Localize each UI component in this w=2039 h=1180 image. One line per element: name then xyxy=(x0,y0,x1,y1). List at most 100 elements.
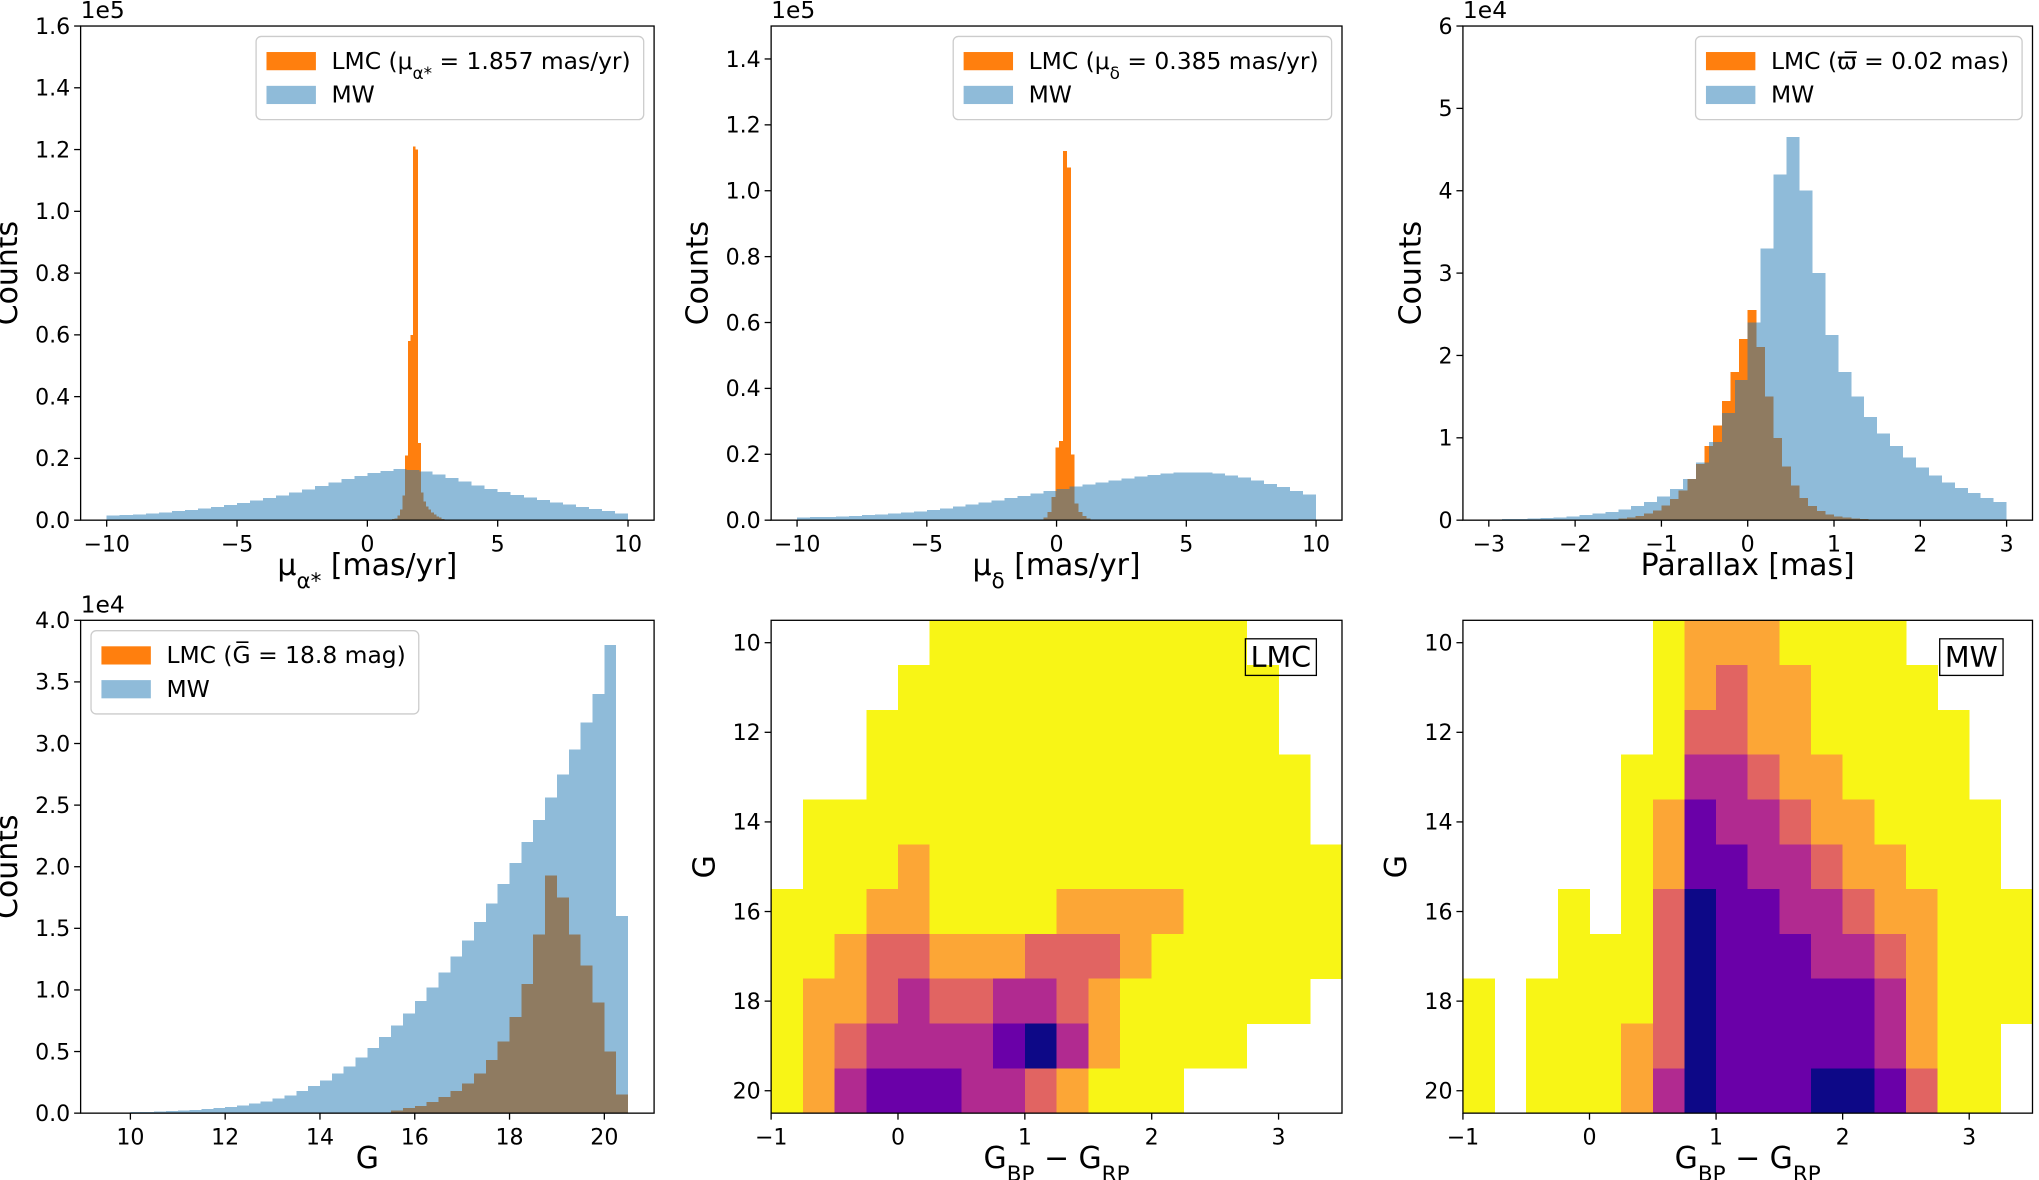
density-cell xyxy=(1526,755,1558,800)
bar xyxy=(1108,480,1122,521)
density-cell xyxy=(1905,665,1938,711)
bar xyxy=(380,470,394,521)
density-cell xyxy=(802,933,835,980)
density-cell xyxy=(1088,754,1121,800)
y-tick-label: 0.2 xyxy=(35,446,70,472)
density-cell xyxy=(1310,889,1342,935)
density-cell xyxy=(1969,889,2002,935)
density-cell xyxy=(1716,709,1749,756)
bar xyxy=(355,1057,368,1114)
bar xyxy=(1812,273,1826,521)
bar xyxy=(341,479,355,521)
bar xyxy=(250,500,264,521)
bar xyxy=(835,516,849,521)
density-cell xyxy=(1056,978,1089,1024)
density-cell xyxy=(961,844,994,890)
bar xyxy=(171,511,185,521)
bar xyxy=(1186,472,1200,521)
density-cell xyxy=(1462,978,1495,1024)
y-tick-label: 16 xyxy=(1424,899,1452,925)
density-cell xyxy=(897,889,931,935)
density-cell xyxy=(1462,1068,1495,1114)
density-cell xyxy=(1874,933,1907,980)
x-tick-label: −10 xyxy=(774,531,821,557)
y-tick-label: 0.6 xyxy=(35,323,70,349)
plot-area xyxy=(106,644,629,1114)
density-cell xyxy=(1526,1068,1559,1114)
density-cell xyxy=(1558,755,1590,800)
bar xyxy=(614,513,629,521)
bar xyxy=(604,644,617,1114)
x-axis-label: GBP − GRP xyxy=(1675,1141,1821,1180)
bar xyxy=(913,511,927,521)
density-cell xyxy=(1024,620,1057,666)
bar xyxy=(263,498,277,521)
density-cell xyxy=(1621,844,1654,890)
density-cell xyxy=(897,799,931,845)
x-tick-label: 2 xyxy=(1145,1124,1159,1150)
density-cell xyxy=(1024,799,1057,845)
density-cell xyxy=(1526,844,1558,889)
density-cell xyxy=(866,1023,899,1069)
density-cell xyxy=(1183,799,1216,845)
density-cell xyxy=(1183,665,1216,711)
x-tick-label: 2 xyxy=(1836,1124,1850,1150)
y-tick-label: 1.4 xyxy=(35,76,70,102)
bar xyxy=(1864,417,1878,521)
density-cell xyxy=(1024,844,1057,890)
bar xyxy=(1134,476,1148,521)
density-cell xyxy=(1183,889,1216,935)
density-cell xyxy=(1463,889,1495,934)
x-tick-label: 10 xyxy=(116,1124,144,1150)
density-cell xyxy=(1937,978,1970,1024)
density-cell xyxy=(1151,1068,1184,1114)
bar xyxy=(272,1098,285,1114)
density-cell xyxy=(1842,889,1875,935)
density-cell xyxy=(1056,1023,1089,1069)
bar xyxy=(926,509,940,521)
density-cell xyxy=(1215,620,1248,666)
density-cell xyxy=(834,889,867,935)
density-cell xyxy=(993,754,1026,800)
density-cell xyxy=(1906,620,1938,665)
legend-swatch xyxy=(266,52,316,71)
x-tick-label: −1 xyxy=(1645,531,1678,557)
density-cell xyxy=(1810,799,1844,845)
density-cell xyxy=(1215,844,1248,890)
density-cell xyxy=(1969,799,2002,845)
axes-frame xyxy=(770,619,1343,1114)
x-tick-label: 1 xyxy=(1018,1124,1032,1150)
density-cell xyxy=(1558,844,1590,889)
bar xyxy=(177,1110,190,1114)
density-cell xyxy=(1779,889,1812,935)
density-cell xyxy=(835,665,867,710)
density-cell xyxy=(1747,889,1780,935)
bar xyxy=(568,749,581,1114)
density-cell xyxy=(961,1068,994,1114)
x-axis-label-part: G xyxy=(984,1141,1007,1176)
density-cell xyxy=(1779,1023,1812,1069)
density-cell xyxy=(1905,889,1938,935)
density-cell xyxy=(1684,1023,1717,1069)
density-cell xyxy=(1810,978,1844,1024)
density-cell xyxy=(1779,665,1812,711)
density-cell xyxy=(1088,933,1121,980)
density-cell xyxy=(866,799,899,845)
bar xyxy=(509,863,522,1114)
bar xyxy=(1069,486,1083,521)
density-cell xyxy=(1558,800,1590,845)
bar xyxy=(132,514,146,521)
bar xyxy=(367,473,381,521)
legend-label: MW xyxy=(1029,81,1072,109)
density-cell xyxy=(834,1068,867,1114)
density-cell xyxy=(866,709,899,756)
plot-area xyxy=(1488,137,2007,521)
density-cell xyxy=(1810,665,1844,711)
density-cell xyxy=(1716,620,1749,666)
density-cell xyxy=(1590,755,1622,800)
bar xyxy=(1631,506,1645,521)
density-cell xyxy=(1842,620,1875,666)
y-axis-label: G xyxy=(1379,855,1414,878)
density-cell xyxy=(2001,800,2033,845)
plot-area xyxy=(771,620,1342,1114)
